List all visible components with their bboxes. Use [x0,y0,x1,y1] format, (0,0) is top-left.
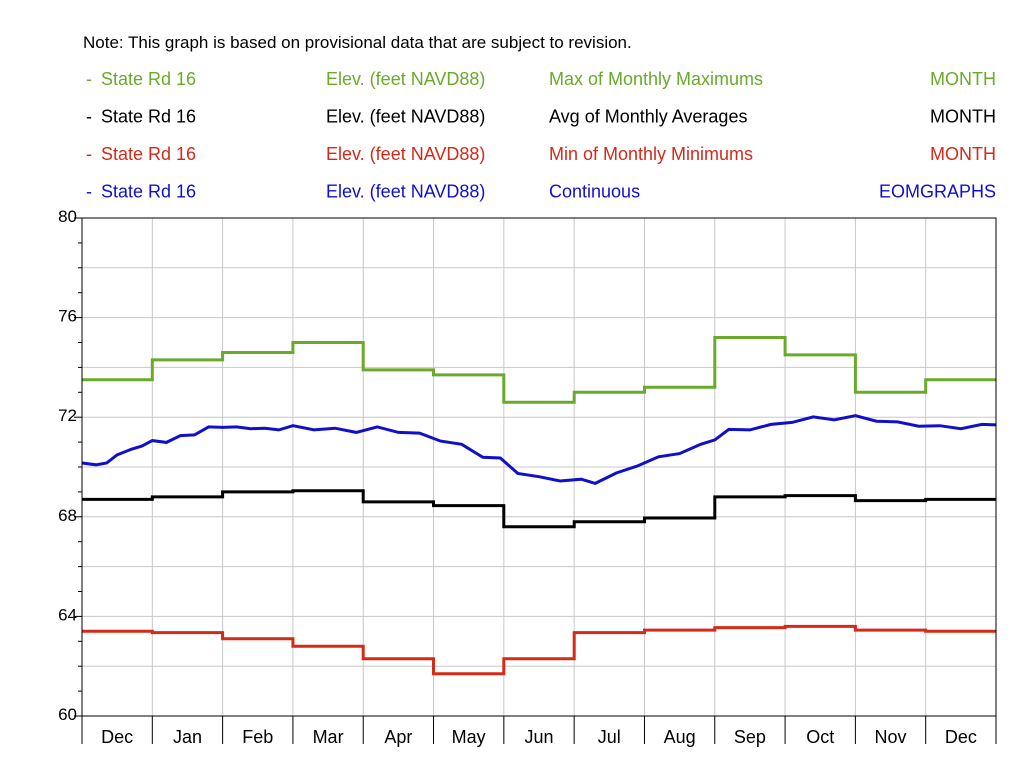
y-tick-label: 76 [58,307,77,326]
legend-statistic: Avg of Monthly Averages [549,107,747,127]
series-line-2 [82,624,996,676]
x-tick-label: Dec [101,727,133,747]
legend-statistic: Continuous [549,182,640,202]
legend-entry: - State Rd 16 Elev. (feet NAVD88) Min of Mo… [86,144,996,164]
x-tick-label: May [452,727,486,747]
legend-marker: - [86,69,92,89]
x-tick-label: Jul [598,727,621,747]
x-axis: Dec Jan Feb Mar Apr May Jun Jul Aug Sep Oct Nov Dec [81,716,997,747]
x-tick-label: Dec [945,727,977,747]
series-layer [81,336,997,676]
series-line-3 [81,414,997,486]
y-tick-label: 80 [58,207,77,226]
y-axis: 60 64 68 72 76 80 [58,207,82,724]
legend-period: MONTH [930,107,996,127]
y-tick-label: 72 [58,406,77,425]
legend-parameter: Elev. (feet NAVD88) [326,107,485,127]
legend-site: State Rd 16 [101,182,196,202]
legend-marker: - [86,107,92,127]
legend-entry: - State Rd 16 Elev. (feet NAVD88) Avg of Mo… [86,107,996,127]
chart-note: Note: This graph is based on provisional… [83,33,632,52]
x-tick-label: Apr [384,727,412,747]
x-tick-label: Oct [806,727,834,747]
legend-site: State Rd 16 [101,144,196,164]
legend-parameter: Elev. (feet NAVD88) [326,144,485,164]
y-tick-label: 68 [58,506,77,525]
legend-entry: - State Rd 16 Elev. (feet NAVD88) Continuou… [86,182,996,202]
legend: - State Rd 16 Elev. (feet NAVD88) Max of Mo… [86,69,996,202]
y-tick-label: 60 [58,705,77,724]
legend-statistic: Max of Monthly Maximums [549,69,763,89]
x-tick-label: Nov [875,727,907,747]
x-tick-label: Jun [524,727,553,747]
y-tick-label: 64 [58,605,77,624]
x-tick-label: Jan [173,727,202,747]
legend-marker: - [86,182,92,202]
legend-period: EOMGRAPHS [879,182,996,202]
x-tick-label: Aug [664,727,696,747]
legend-period: MONTH [930,69,996,89]
grid [82,218,996,716]
legend-parameter: Elev. (feet NAVD88) [326,69,485,89]
legend-statistic: Min of Monthly Minimums [549,144,753,164]
series-line-1 [82,489,996,529]
legend-period: MONTH [930,144,996,164]
legend-entry: - State Rd 16 Elev. (feet NAVD88) Max of Mo… [86,69,996,89]
legend-marker: - [86,144,92,164]
legend-parameter: Elev. (feet NAVD88) [326,182,485,202]
x-tick-label: Mar [313,727,344,747]
series-line-0 [82,336,996,404]
x-tick-label: Sep [734,727,766,747]
legend-site: State Rd 16 [101,69,196,89]
legend-site: State Rd 16 [101,107,196,127]
x-tick-label: Feb [242,727,273,747]
